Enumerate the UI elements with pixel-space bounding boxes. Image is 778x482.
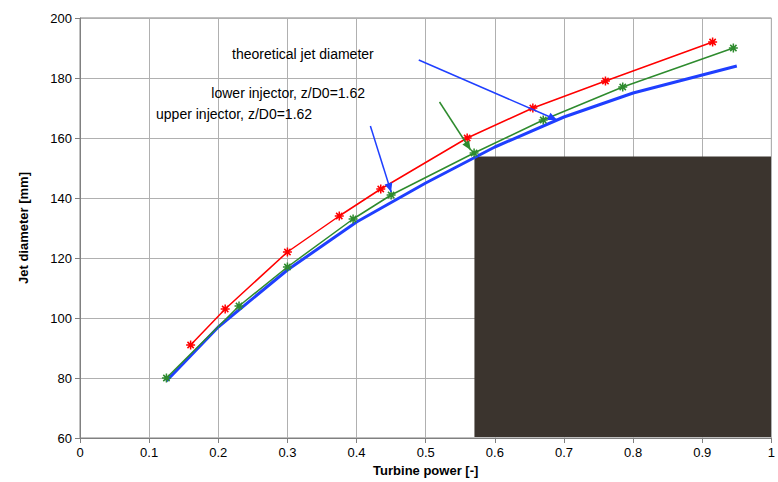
- svg-text:0.5: 0.5: [417, 445, 435, 460]
- svg-text:0.6: 0.6: [486, 445, 504, 460]
- svg-text:180: 180: [50, 71, 72, 86]
- svg-text:0.2: 0.2: [209, 445, 227, 460]
- svg-text:60: 60: [58, 431, 72, 446]
- svg-text:100: 100: [50, 311, 72, 326]
- svg-text:160: 160: [50, 131, 72, 146]
- svg-text:Jet diameter [mm]: Jet diameter [mm]: [16, 172, 31, 284]
- svg-text:0.8: 0.8: [624, 445, 642, 460]
- svg-text:upper injector, z/D0=1.62: upper injector, z/D0=1.62: [156, 106, 312, 122]
- svg-text:lower injector, z/D0=1.62: lower injector, z/D0=1.62: [211, 85, 365, 101]
- svg-text:80: 80: [58, 371, 72, 386]
- svg-text:0.1: 0.1: [140, 445, 158, 460]
- svg-text:0.7: 0.7: [555, 445, 573, 460]
- svg-text:0: 0: [76, 445, 83, 460]
- svg-text:140: 140: [50, 191, 72, 206]
- svg-text:200: 200: [50, 11, 72, 26]
- svg-text:theoretical jet diameter: theoretical jet diameter: [232, 46, 374, 62]
- svg-text:0.4: 0.4: [348, 445, 366, 460]
- svg-text:Turbine power [-]: Turbine power [-]: [373, 463, 478, 478]
- svg-text:0.3: 0.3: [278, 445, 296, 460]
- svg-text:0.9: 0.9: [693, 445, 711, 460]
- svg-text:120: 120: [50, 251, 72, 266]
- svg-text:1: 1: [768, 445, 775, 460]
